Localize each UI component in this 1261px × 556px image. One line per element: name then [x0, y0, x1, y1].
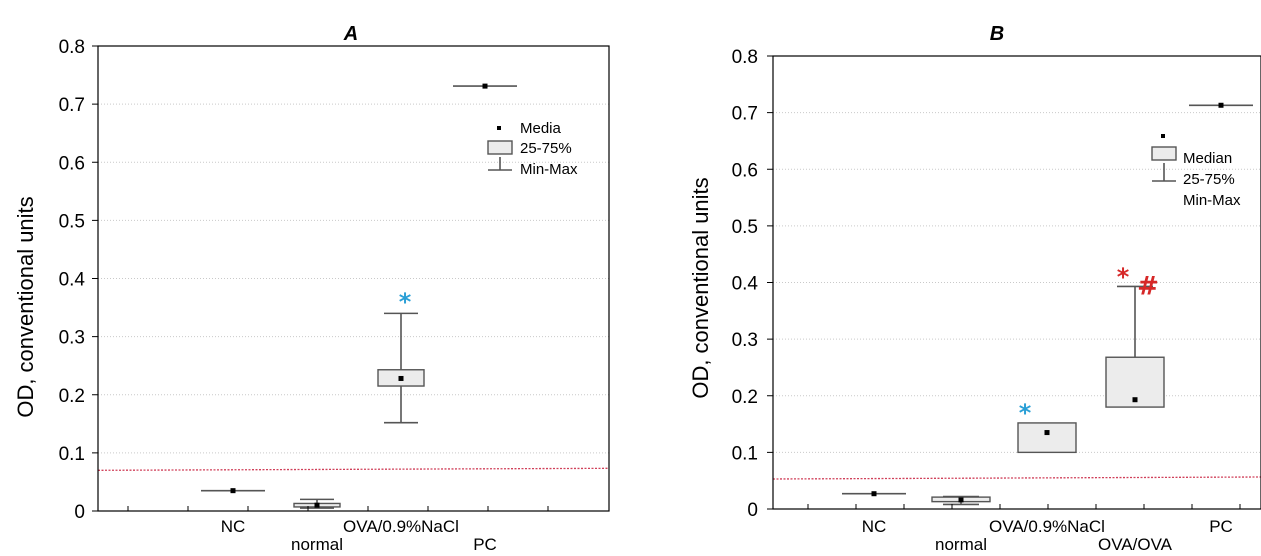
chart-b-svg: B OD, conventional units 0 0.1 0.2 0.3 0.4 0.… — [688, 23, 1261, 554]
iqr-box — [1017, 422, 1077, 454]
significance-marker: * — [1117, 263, 1130, 291]
y-tick-label: 0.1 — [59, 444, 85, 465]
y-tick-label: 0 — [74, 502, 85, 523]
median-point — [871, 491, 877, 497]
y-tick-label: 0.8 — [732, 47, 758, 68]
legend-median-marker — [1161, 134, 1165, 138]
legend-box-swatch — [1151, 146, 1177, 161]
legend-box-label: 25-75% — [1183, 171, 1235, 188]
x-category-label: normal — [935, 535, 987, 554]
chart-panel-b: B OD, conventional units 0 0.1 0.2 0.3 0.4 0.… — [628, 0, 1261, 556]
legend-median-label: Median — [1183, 150, 1232, 167]
y-tick-label: 0.3 — [59, 328, 85, 349]
y-tick-label: 0 — [747, 500, 758, 521]
box-group — [377, 312, 425, 424]
plot-frame — [97, 45, 610, 512]
x-category-label: NC — [862, 517, 887, 536]
y-tick-label: 0.3 — [732, 330, 758, 351]
chart-title: A — [343, 23, 358, 45]
y-tick-label: 0.2 — [732, 387, 758, 408]
y-tick-label: 0.8 — [59, 37, 85, 58]
legend-box-swatch — [487, 140, 513, 155]
legend-box-label: 25-75% — [520, 140, 572, 157]
median-point — [398, 375, 404, 381]
y-axis-label: OD, conventional units — [688, 177, 713, 398]
y-tick-label: 0.7 — [59, 95, 85, 116]
box-group — [1105, 285, 1165, 408]
y-tick-label: 0.5 — [59, 211, 85, 232]
legend-whisker-label: Min-Max — [1183, 192, 1241, 209]
legend-median-label: Media — [520, 120, 562, 137]
x-category-label: OVA/0.9%NaCl — [989, 517, 1105, 536]
median-point — [230, 488, 236, 494]
y-tick-label: 0.4 — [732, 274, 759, 295]
box-group — [842, 491, 906, 497]
significance-marker: # — [1137, 272, 1159, 302]
y-tick-label: 0.1 — [732, 443, 758, 464]
x-category-label: PC — [473, 535, 497, 554]
box-group — [1017, 422, 1077, 454]
median-point — [1218, 102, 1224, 108]
y-tick-label: 0.2 — [59, 386, 85, 407]
y-tick-label: 0.6 — [732, 160, 758, 181]
median-point — [1044, 430, 1050, 436]
median-point — [314, 502, 320, 508]
threshold-line — [97, 467, 610, 471]
y-axis-label: OD, conventional units — [13, 196, 38, 417]
x-category-label: normal — [291, 535, 343, 554]
legend: Media 25-75% Min-Max — [487, 120, 578, 178]
legend: Median 25-75% Min-Max — [1151, 134, 1241, 209]
box-group — [293, 498, 341, 509]
threshold-line — [772, 476, 1261, 480]
x-category-label: OVA/0.9%NaCl — [343, 517, 459, 536]
box-group — [931, 495, 991, 506]
significance-marker: * — [399, 288, 412, 316]
y-tick-label: 0.4 — [59, 270, 86, 291]
chart-a-svg: A OD, conventional units 0 0.1 0.2 0.3 0.4 0.… — [13, 23, 610, 554]
x-category-label: NC — [221, 517, 246, 536]
box-group — [201, 488, 265, 494]
legend-median-marker — [497, 126, 501, 130]
box-group — [453, 83, 517, 89]
significance-marker: * — [1019, 399, 1032, 427]
plot-frame — [772, 55, 1261, 510]
median-point — [482, 83, 488, 89]
median-point — [958, 497, 964, 503]
x-category-label: PC — [1209, 517, 1233, 536]
box-group — [1189, 102, 1253, 108]
legend-whisker-label: Min-Max — [520, 161, 578, 178]
chart-panel-a: A OD, conventional units 0 0.1 0.2 0.3 0.4 0.… — [0, 0, 620, 556]
x-category-label: OVA/OVA — [1098, 535, 1173, 554]
y-tick-label: 0.5 — [732, 217, 758, 238]
median-point — [1132, 397, 1138, 403]
y-tick-label: 0.7 — [732, 104, 758, 125]
chart-title: B — [990, 23, 1004, 45]
y-tick-label: 0.6 — [59, 153, 85, 174]
